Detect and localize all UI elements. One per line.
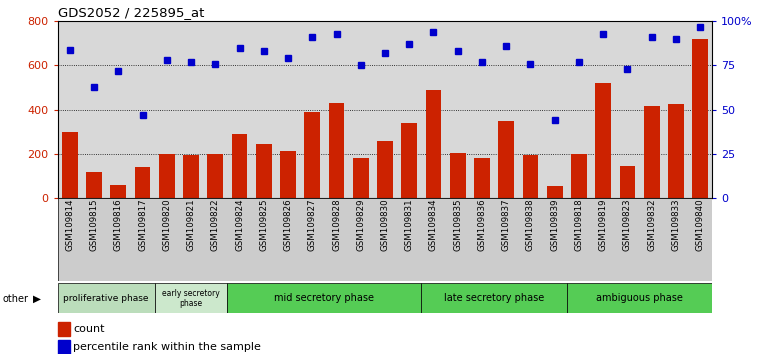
Text: early secretory
phase: early secretory phase <box>162 289 220 308</box>
Bar <box>280 151 296 198</box>
Text: GSM109840: GSM109840 <box>695 198 705 251</box>
Bar <box>329 103 344 198</box>
Text: GSM109816: GSM109816 <box>114 198 123 251</box>
Text: GSM109815: GSM109815 <box>89 198 99 251</box>
Bar <box>421 283 567 313</box>
Bar <box>62 132 78 198</box>
Text: GSM109825: GSM109825 <box>259 198 268 251</box>
Text: GSM109838: GSM109838 <box>526 198 535 251</box>
Text: GSM109829: GSM109829 <box>357 198 365 251</box>
Text: GSM109834: GSM109834 <box>429 198 438 251</box>
Text: GSM109839: GSM109839 <box>551 198 559 251</box>
Bar <box>644 107 660 198</box>
Text: GSM109814: GSM109814 <box>65 198 75 251</box>
Text: GSM109837: GSM109837 <box>502 198 511 251</box>
Bar <box>159 154 175 198</box>
Text: GSM109817: GSM109817 <box>138 198 147 251</box>
Bar <box>304 112 320 198</box>
Text: GSM109836: GSM109836 <box>477 198 487 251</box>
Text: GSM109828: GSM109828 <box>332 198 341 251</box>
Bar <box>58 322 69 336</box>
Bar <box>571 154 587 198</box>
Bar <box>183 155 199 198</box>
Text: GSM109820: GSM109820 <box>162 198 172 251</box>
Text: ambiguous phase: ambiguous phase <box>596 293 683 303</box>
Bar <box>567 283 712 313</box>
Bar <box>155 283 227 313</box>
Bar <box>498 121 514 198</box>
Text: late secretory phase: late secretory phase <box>444 293 544 303</box>
Bar <box>135 167 150 198</box>
Bar <box>353 159 369 198</box>
Bar <box>668 104 684 198</box>
Text: GSM109823: GSM109823 <box>623 198 632 251</box>
Bar <box>58 340 69 354</box>
Text: count: count <box>73 324 105 334</box>
Text: GSM109833: GSM109833 <box>671 198 681 251</box>
Bar <box>426 90 441 198</box>
Bar <box>547 186 563 198</box>
Text: GSM109826: GSM109826 <box>283 198 293 251</box>
Bar <box>232 134 247 198</box>
Text: GSM109819: GSM109819 <box>598 198 608 251</box>
Bar <box>227 283 421 313</box>
Bar <box>207 154 223 198</box>
Bar <box>450 153 466 198</box>
Text: GSM109831: GSM109831 <box>405 198 413 251</box>
Text: mid secretory phase: mid secretory phase <box>274 293 374 303</box>
Bar <box>86 172 102 198</box>
Bar <box>110 185 126 198</box>
Bar <box>401 123 417 198</box>
Text: GSM109824: GSM109824 <box>235 198 244 251</box>
Text: proliferative phase: proliferative phase <box>63 294 149 303</box>
Bar <box>523 155 538 198</box>
Bar <box>58 283 155 313</box>
Text: GSM109822: GSM109822 <box>211 198 219 251</box>
Text: GSM109830: GSM109830 <box>380 198 390 251</box>
Text: GSM109818: GSM109818 <box>574 198 584 251</box>
Bar <box>692 39 708 198</box>
Bar <box>595 83 611 198</box>
Text: ▶: ▶ <box>33 294 41 304</box>
Text: GSM109827: GSM109827 <box>308 198 316 251</box>
Bar <box>256 144 272 198</box>
Text: GSM109832: GSM109832 <box>647 198 656 251</box>
Bar <box>620 166 635 198</box>
Text: percentile rank within the sample: percentile rank within the sample <box>73 342 261 352</box>
Text: GSM109821: GSM109821 <box>186 198 196 251</box>
Text: GDS2052 / 225895_at: GDS2052 / 225895_at <box>58 6 204 19</box>
Bar <box>474 159 490 198</box>
Text: GSM109835: GSM109835 <box>454 198 462 251</box>
Bar <box>377 141 393 198</box>
Text: other: other <box>2 294 28 304</box>
